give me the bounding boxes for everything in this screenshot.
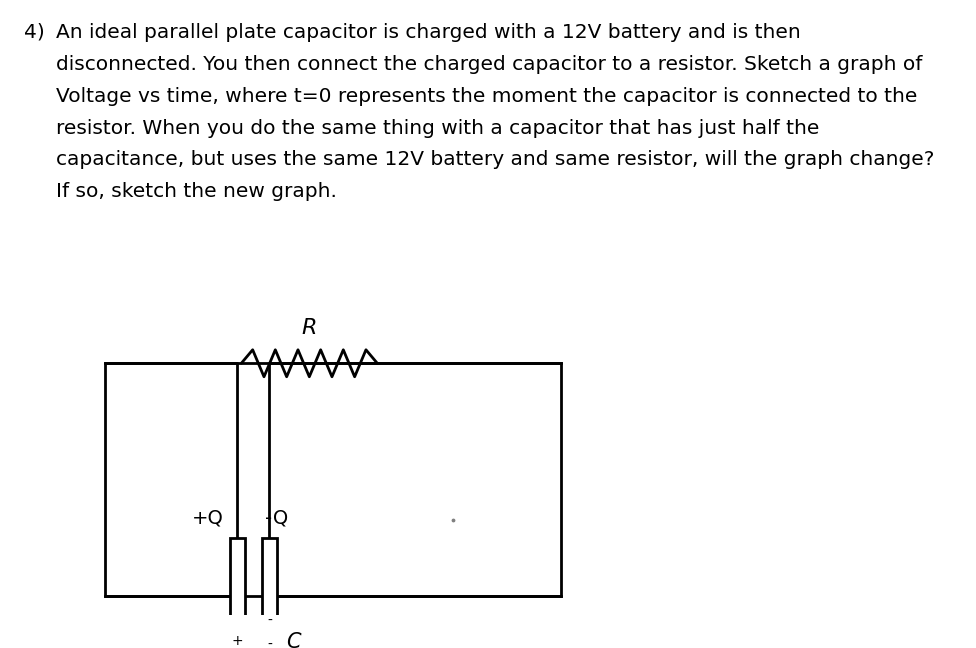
Text: +: + (231, 604, 243, 618)
Text: capacitance, but uses the same 12V battery and same resistor, will the graph cha: capacitance, but uses the same 12V batte… (56, 150, 934, 169)
Bar (230, 538, 245, 648)
Text: +: + (231, 575, 243, 588)
Text: -: - (266, 614, 271, 628)
Text: resistor. When you do the same thing with a capacitor that has just half the: resistor. When you do the same thing wit… (56, 119, 819, 137)
Text: disconnected. You then connect the charged capacitor to a resistor. Sketch a gra: disconnected. You then connect the charg… (56, 54, 922, 74)
Text: Voltage vs time, where t=0 represents the moment the capacitor is connected to t: Voltage vs time, where t=0 represents th… (56, 87, 917, 106)
Text: -: - (266, 590, 271, 603)
Text: +: + (231, 634, 243, 647)
Text: C: C (286, 632, 301, 648)
Text: If so, sketch the new graph.: If so, sketch the new graph. (56, 182, 337, 202)
Text: -Q: -Q (264, 508, 288, 527)
Text: -: - (266, 540, 271, 555)
Text: 4): 4) (23, 23, 45, 42)
Text: R: R (302, 318, 317, 338)
Text: -: - (266, 638, 271, 648)
Text: +: + (231, 545, 243, 559)
Text: -: - (266, 565, 271, 579)
Text: An ideal parallel plate capacitor is charged with a 12V battery and is then: An ideal parallel plate capacitor is cha… (56, 23, 800, 42)
Bar (105, 364, 561, 596)
Text: +Q: +Q (192, 508, 224, 527)
Bar (263, 538, 276, 648)
